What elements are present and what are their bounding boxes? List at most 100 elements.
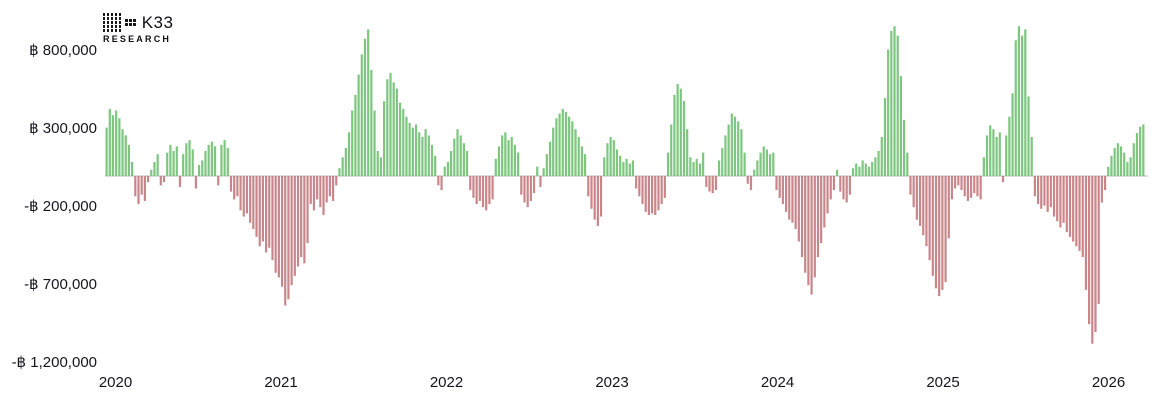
bar xyxy=(1036,176,1040,205)
bar xyxy=(1027,96,1030,176)
bar xyxy=(1103,176,1107,191)
dot xyxy=(106,21,110,24)
bar xyxy=(1021,35,1024,176)
bar xyxy=(210,141,213,176)
bar xyxy=(657,176,660,211)
bar xyxy=(220,144,223,176)
bar xyxy=(660,176,663,205)
bar xyxy=(887,49,890,176)
bar xyxy=(191,149,194,176)
bar xyxy=(950,176,954,200)
bar xyxy=(344,147,347,176)
bar xyxy=(162,176,166,183)
bar xyxy=(989,125,992,176)
bar xyxy=(462,143,465,176)
bar xyxy=(271,176,274,261)
bar xyxy=(398,102,402,176)
bar xyxy=(536,166,539,176)
bar xyxy=(127,144,131,176)
bar xyxy=(261,176,265,242)
bar xyxy=(236,176,239,197)
bar xyxy=(386,79,389,176)
bar xyxy=(446,161,450,176)
bar xyxy=(941,176,944,290)
bar xyxy=(749,176,753,191)
bar xyxy=(1123,152,1126,176)
bar xyxy=(150,169,153,176)
bar xyxy=(555,118,558,176)
bar xyxy=(182,154,185,176)
dot xyxy=(129,19,132,22)
bar xyxy=(379,157,383,176)
bar xyxy=(501,135,504,176)
bar xyxy=(906,152,909,176)
bar xyxy=(743,152,746,176)
logo-brand-text: K33 xyxy=(141,13,174,32)
bar xyxy=(408,122,411,176)
bar xyxy=(1088,176,1091,325)
bar xyxy=(389,73,392,176)
y-tick-label: -฿ 700,000 xyxy=(24,276,97,294)
bar xyxy=(912,176,915,208)
bar xyxy=(638,176,641,197)
bar xyxy=(829,176,832,200)
bar xyxy=(590,176,593,209)
bar xyxy=(599,176,603,217)
bar xyxy=(548,141,552,176)
bar xyxy=(1001,176,1005,183)
bar xyxy=(137,176,140,205)
bar xyxy=(574,129,577,176)
bar xyxy=(185,143,188,176)
bar xyxy=(395,88,398,176)
bar xyxy=(628,163,631,176)
bar xyxy=(376,151,379,176)
bar xyxy=(357,74,360,176)
bar xyxy=(918,176,922,226)
dot xyxy=(118,13,122,16)
bar xyxy=(523,176,526,203)
bar xyxy=(1040,176,1043,209)
bar xyxy=(255,176,258,237)
bar xyxy=(121,129,124,176)
bar xyxy=(759,152,762,176)
bar xyxy=(507,140,510,176)
bar xyxy=(1005,135,1008,176)
bar xyxy=(108,108,111,176)
bar xyxy=(453,138,456,176)
bar xyxy=(360,54,363,176)
bar xyxy=(1094,176,1097,332)
dot xyxy=(118,29,122,32)
bar xyxy=(842,176,845,200)
bar xyxy=(947,176,950,239)
bar xyxy=(201,160,204,176)
bar xyxy=(587,176,590,197)
bar xyxy=(105,127,108,176)
bar xyxy=(347,132,351,176)
bar xyxy=(973,176,976,194)
bar xyxy=(944,176,947,283)
bar xyxy=(775,176,778,191)
bar xyxy=(1081,176,1084,258)
bar xyxy=(494,158,497,176)
bar xyxy=(440,176,443,191)
bar xyxy=(491,176,494,200)
bar xyxy=(558,113,561,176)
bar xyxy=(1014,40,1017,176)
bar xyxy=(644,176,647,212)
bar xyxy=(861,160,864,176)
bar xyxy=(465,151,469,176)
bar xyxy=(957,176,960,186)
bar xyxy=(1135,133,1139,176)
bar xyxy=(769,154,772,176)
bar xyxy=(1011,93,1014,176)
bar xyxy=(1024,29,1027,176)
bar xyxy=(424,129,427,176)
dot xyxy=(106,17,110,20)
bar xyxy=(593,176,596,220)
bar xyxy=(510,137,513,176)
dot xyxy=(110,29,114,32)
bar xyxy=(434,155,437,176)
bar xyxy=(1030,137,1033,176)
bar xyxy=(1049,176,1052,208)
bar xyxy=(178,176,182,187)
